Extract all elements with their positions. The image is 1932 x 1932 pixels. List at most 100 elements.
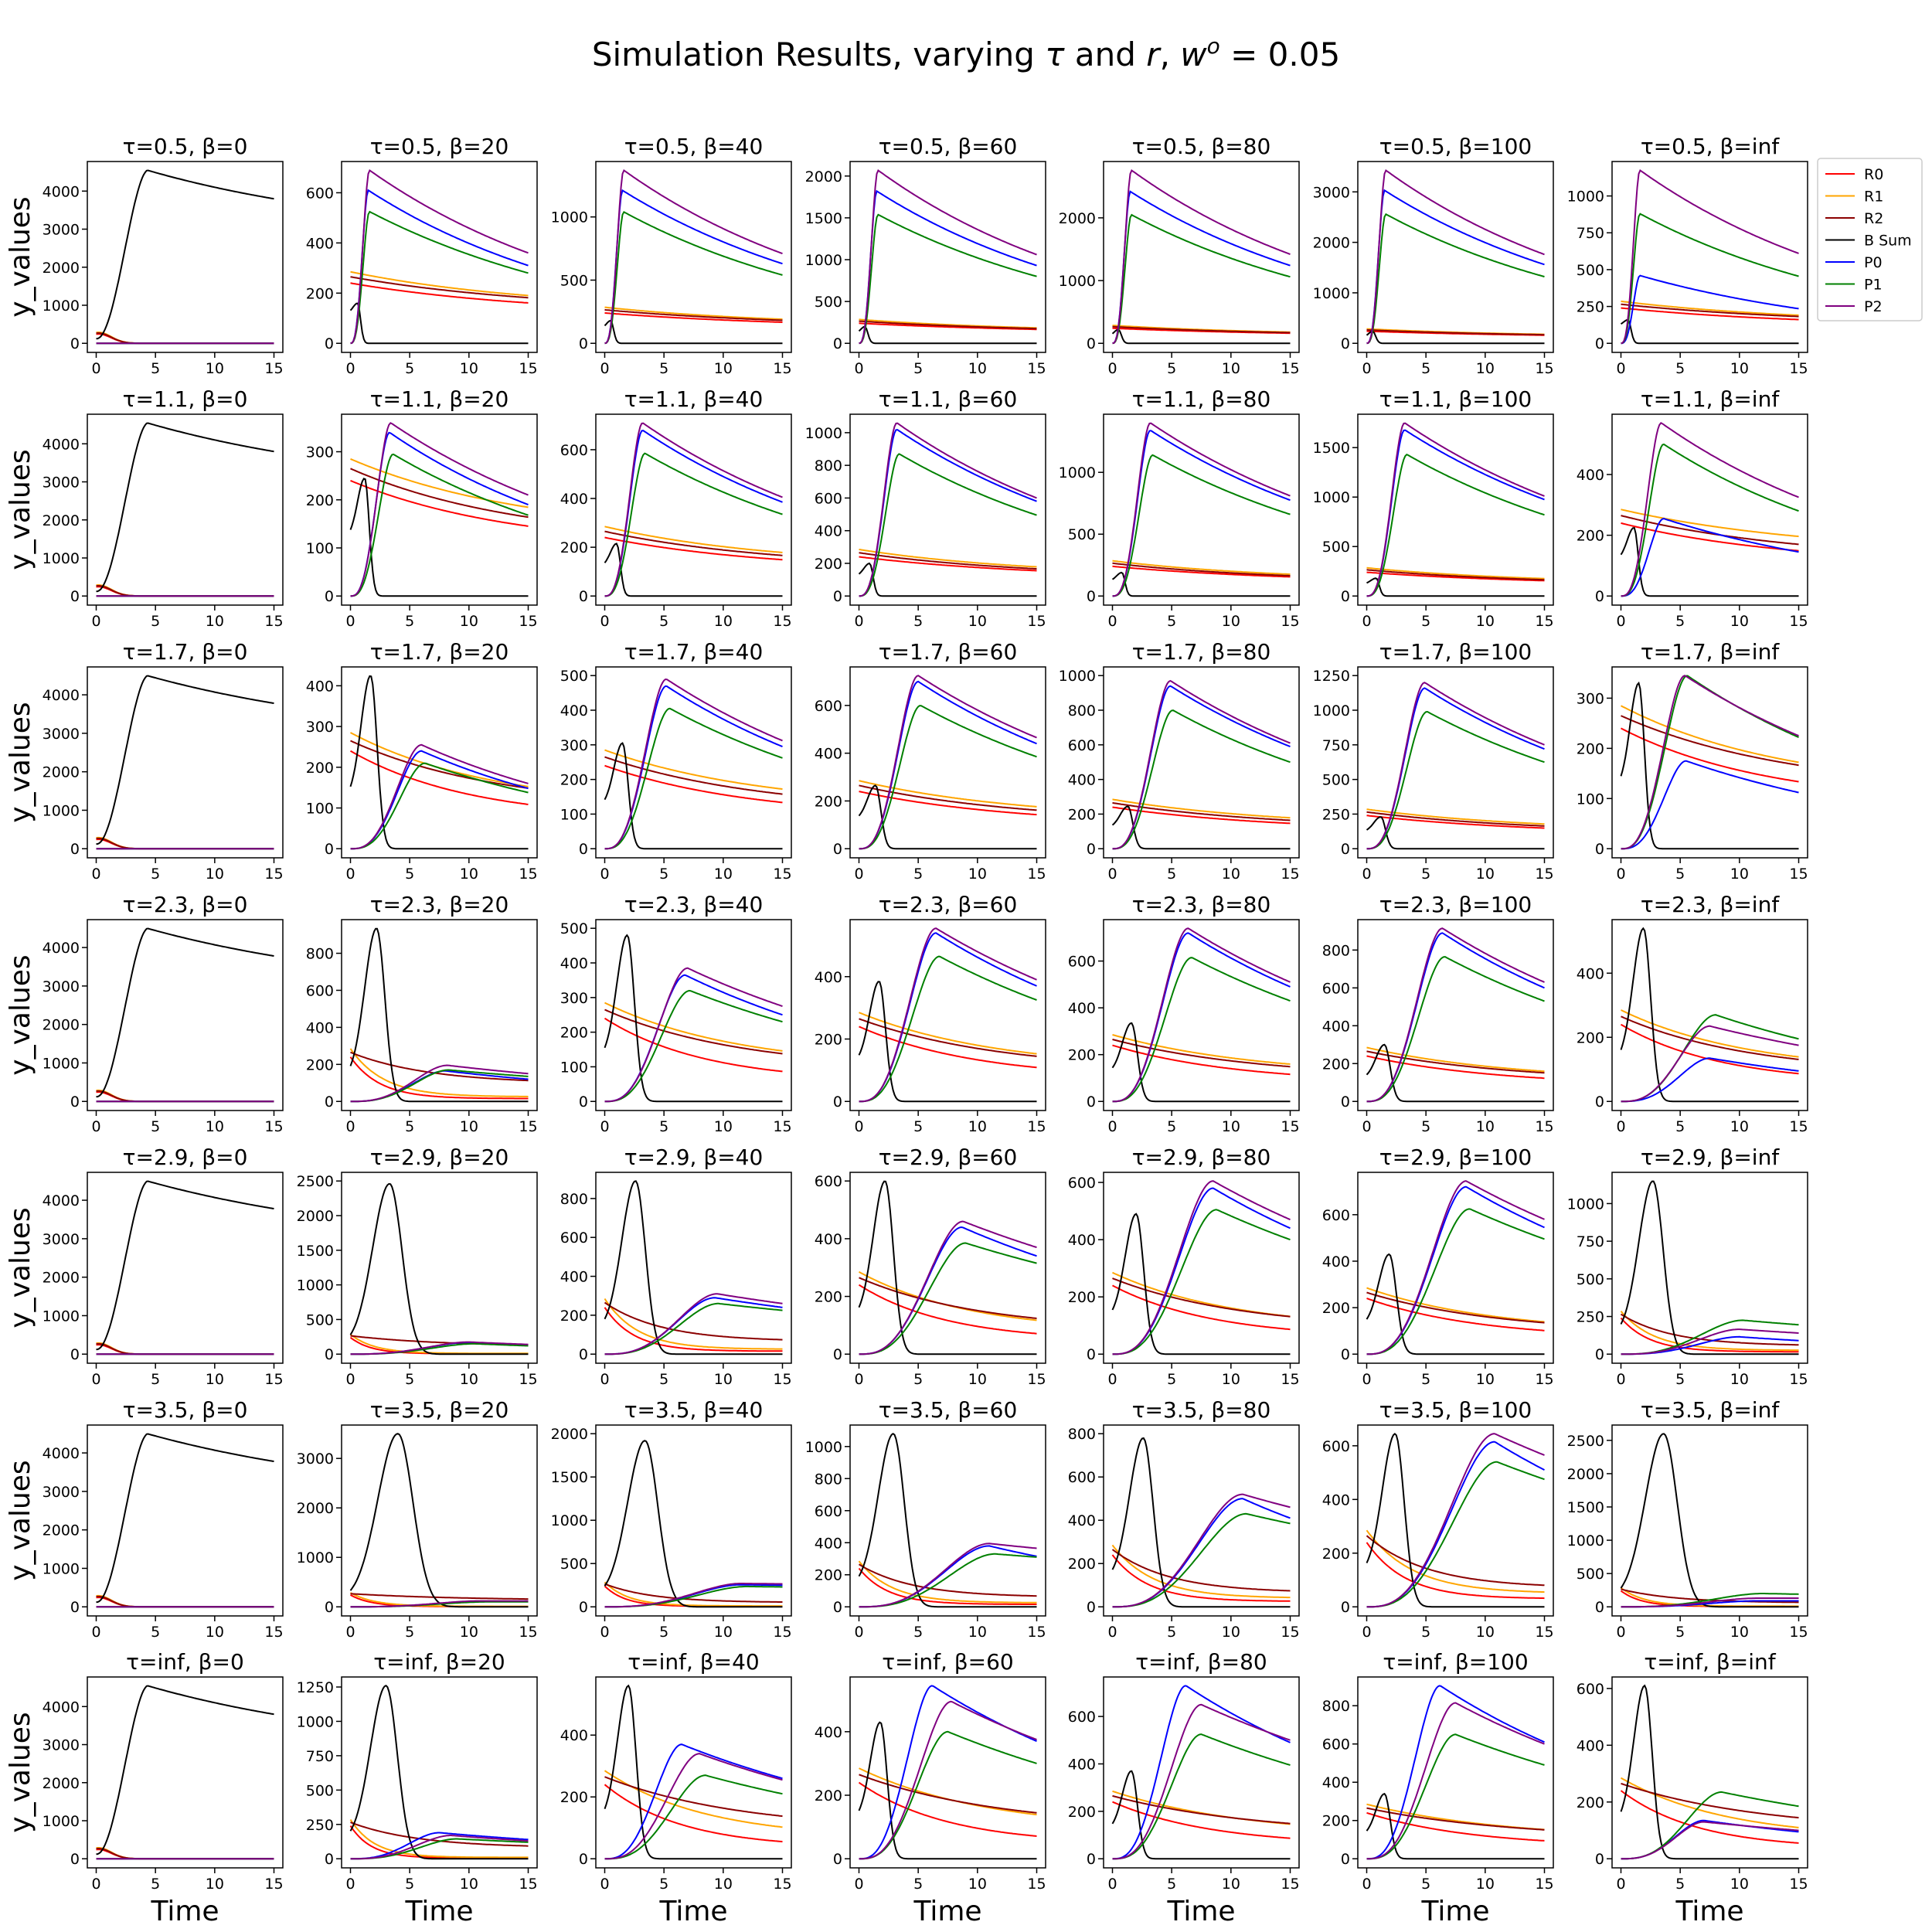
series-r2-line xyxy=(858,1563,1037,1597)
panel-title: τ=3.5, β=80 xyxy=(1132,1397,1271,1423)
panel-frame xyxy=(87,161,284,353)
y-tick-label: 500 xyxy=(560,920,588,937)
panel-r2-c1: τ=1.7, β=20 0 5 10 15 0 100 200 300 400 xyxy=(306,639,538,883)
legend-label: P2 xyxy=(1864,298,1883,315)
x-tick-label: 5 xyxy=(659,1118,668,1135)
legend-label: B Sum xyxy=(1864,233,1912,250)
panel-plot-area xyxy=(96,422,274,597)
x-tick-label: 0 xyxy=(1616,613,1625,630)
panel-plot-area xyxy=(604,934,783,1103)
y-tick-label: 3000 xyxy=(43,222,80,239)
panel-title: τ=1.1, β=80 xyxy=(1132,386,1271,412)
panel-frame xyxy=(87,413,284,606)
x-tick-label: 5 xyxy=(151,613,160,630)
y-tick-label: 800 xyxy=(815,457,842,474)
panel-title: τ=inf, β=100 xyxy=(1383,1649,1528,1675)
y-tick-label: 400 xyxy=(306,235,334,252)
y-tick-label: 0 xyxy=(1341,1346,1350,1363)
y-tick-label: 1000 xyxy=(1059,464,1096,481)
series-p2-line xyxy=(859,1220,1037,1355)
x-tick-label: 10 xyxy=(1730,1371,1749,1388)
x-tick-label: 10 xyxy=(1476,866,1495,883)
y-tick-label: 200 xyxy=(560,1025,588,1042)
panel-title: τ=inf, β=inf xyxy=(1644,1649,1776,1675)
panel-r3-c6: τ=2.3, β=inf 0 5 10 15 0 200 400 xyxy=(1577,892,1808,1135)
series-r2-line xyxy=(859,1277,1037,1319)
series-p1-line xyxy=(604,211,783,345)
panel-plot-area xyxy=(1620,675,1799,850)
x-tick-label: 10 xyxy=(206,1876,224,1893)
series-p2-line xyxy=(1112,422,1291,597)
panel-title: τ=0.5, β=20 xyxy=(370,134,509,159)
y-tick-label: 500 xyxy=(306,1782,334,1799)
series-r1-line xyxy=(1366,566,1545,580)
y-tick-label: 3000 xyxy=(43,474,80,492)
y-tick-label: 1000 xyxy=(1313,489,1350,506)
series-p1-line xyxy=(1112,1512,1291,1608)
series-r1-line xyxy=(1366,1803,1545,1831)
x-tick-label: 10 xyxy=(1222,1876,1240,1893)
series-r0-line xyxy=(1620,1023,1799,1075)
series-r0-line xyxy=(1366,1055,1545,1080)
y-tick-label: 250 xyxy=(306,1817,334,1834)
y-tick-label: 600 xyxy=(306,982,334,999)
series-b-sum-line xyxy=(1366,330,1545,345)
panel-frame xyxy=(341,1676,538,1869)
x-tick-label: 10 xyxy=(206,1624,224,1641)
series-p2-line xyxy=(1366,1702,1545,1860)
x-tick-label: 10 xyxy=(1222,866,1240,883)
series-b-sum-line xyxy=(96,1685,274,1855)
series-p2-line xyxy=(1112,927,1291,1103)
y-tick-label: 600 xyxy=(1068,737,1096,754)
y-tick-label: 0 xyxy=(325,841,334,858)
panel-r0-c2: τ=0.5, β=40 0 5 10 15 0 500 1000 xyxy=(551,134,792,377)
y-tick-label: 0 xyxy=(325,1094,334,1111)
x-tick-label: 5 xyxy=(405,1624,414,1641)
x-tick-label: 0 xyxy=(1107,1371,1117,1388)
x-tick-label: 15 xyxy=(1789,1118,1808,1135)
series-p2-line xyxy=(1366,1433,1545,1608)
y-tick-label: 200 xyxy=(1577,1794,1604,1811)
y-tick-label: 400 xyxy=(560,491,588,508)
y-tick-label: 0 xyxy=(579,1851,588,1868)
series-r0-line xyxy=(1621,307,1799,321)
x-tick-label: 15 xyxy=(1281,360,1299,377)
panel-frame xyxy=(1103,666,1300,859)
series-r2-line xyxy=(350,276,529,299)
x-tick-label: 5 xyxy=(405,1371,414,1388)
y-axis-label: y_values xyxy=(5,449,36,570)
y-tick-label: 400 xyxy=(1068,1000,1096,1017)
panel-r4-c2: τ=2.9, β=40 0 5 10 15 0 200 400 600 800 xyxy=(560,1145,792,1388)
series-b-sum-line xyxy=(1111,805,1291,850)
y-tick-label: 0 xyxy=(579,588,588,605)
series-b-sum-line xyxy=(349,478,529,597)
figure-title-w: w xyxy=(1180,36,1207,73)
series-r0-line xyxy=(350,282,529,304)
y-tick-label: 200 xyxy=(1068,1289,1096,1306)
x-tick-label: 15 xyxy=(1789,360,1808,377)
panel-r4-c4: τ=2.9, β=80 0 5 10 15 0 200 400 600 xyxy=(1068,1145,1300,1388)
y-tick-label: 0 xyxy=(70,588,80,605)
y-tick-label: 400 xyxy=(1322,1492,1350,1509)
y-tick-label: 100 xyxy=(1577,791,1604,808)
y-tick-label: 100 xyxy=(306,801,334,818)
y-tick-label: 0 xyxy=(1341,1599,1350,1616)
y-tick-label: 1000 xyxy=(297,1277,334,1294)
series-b-sum-line xyxy=(1620,526,1799,597)
x-tick-label: 0 xyxy=(600,1118,609,1135)
panel-title: τ=2.3, β=20 xyxy=(370,892,509,917)
y-tick-label: 0 xyxy=(325,1599,334,1616)
series-r1-line xyxy=(1621,300,1799,316)
panel-plot-area xyxy=(1620,1180,1799,1355)
panel-r0-c3: τ=0.5, β=60 0 5 10 15 0 500 1000 1500 2000 xyxy=(805,134,1046,377)
panel-plot-area xyxy=(858,422,1037,597)
panel-r1-c5: τ=1.1, β=100 0 5 10 15 0 500 1000 1500 xyxy=(1313,386,1554,630)
series-p0-line xyxy=(1366,1440,1545,1608)
y-tick-label: 400 xyxy=(1322,1774,1350,1791)
x-tick-label: 5 xyxy=(405,613,414,630)
panel-title: τ=0.5, β=100 xyxy=(1379,134,1532,159)
series-r1-line xyxy=(1621,509,1799,538)
series-p1-line xyxy=(604,1774,783,1860)
x-tick-label: 15 xyxy=(264,1118,283,1135)
panel-plot-area xyxy=(1111,1180,1291,1355)
